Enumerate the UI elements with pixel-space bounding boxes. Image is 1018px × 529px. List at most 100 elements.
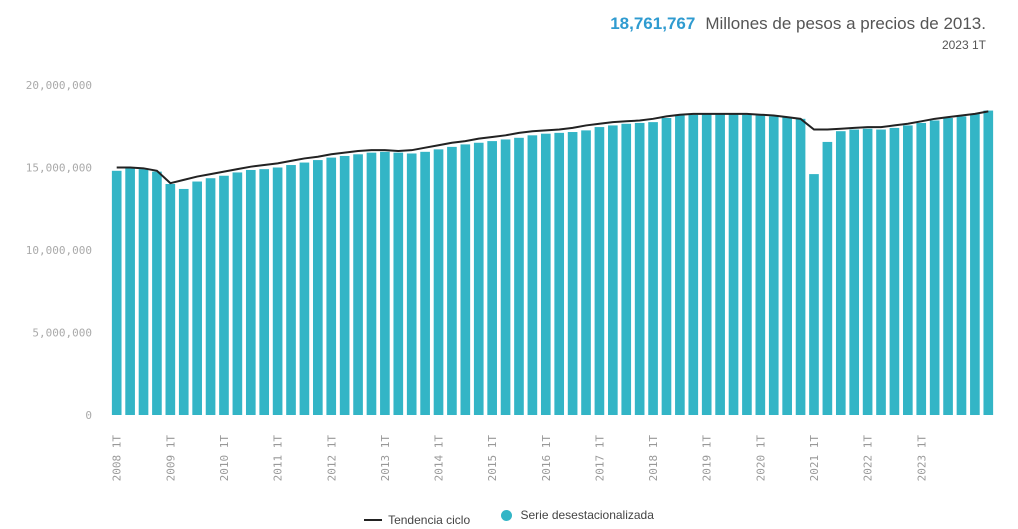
bar[interactable] [634,122,645,415]
bar[interactable] [339,155,350,415]
bar[interactable] [366,152,377,415]
bar[interactable] [138,169,149,415]
bar[interactable] [299,162,310,415]
bar[interactable] [943,118,953,415]
bar[interactable] [715,113,725,416]
bar[interactable] [447,146,457,416]
bars-series [111,110,994,416]
bar[interactable] [970,113,980,416]
bar[interactable] [232,172,243,415]
legend-item-bars[interactable]: Serie desestacionalizada [501,508,654,522]
line-swatch-icon [364,518,383,521]
bar[interactable] [380,151,390,415]
bar[interactable] [782,117,792,416]
bar[interactable] [219,175,229,415]
bar[interactable] [353,154,363,416]
bar[interactable] [245,169,256,415]
y-tick-label: 15,000,000 [26,162,92,175]
bar[interactable] [286,165,296,415]
bar[interactable] [433,149,444,415]
bar[interactable] [487,141,497,415]
bar[interactable] [701,113,712,416]
x-tick-label: 2012 1T [325,435,338,482]
bar[interactable] [540,133,551,415]
x-tick-label: 2009 1T [164,435,177,482]
x-tick-label: 2020 1T [754,435,767,482]
x-tick-label: 2013 1T [379,435,392,482]
bar[interactable] [876,129,886,416]
bar[interactable] [111,170,122,415]
bar[interactable] [956,116,967,415]
bar[interactable] [889,127,900,416]
x-tick-label: 2011 1T [272,435,285,482]
circle-swatch-icon [501,509,513,521]
bar[interactable] [929,120,940,415]
y-tick-label: 0 [85,409,92,422]
bar[interactable] [178,188,189,415]
bar[interactable] [862,128,873,415]
bar[interactable] [688,114,699,415]
bar[interactable] [675,115,685,415]
bar[interactable] [809,174,819,415]
bar[interactable] [795,118,806,415]
bar[interactable] [822,141,833,415]
y-tick-label: 10,000,000 [26,244,92,257]
bar[interactable] [460,144,471,415]
bar[interactable] [742,114,752,415]
y-axis: 0 5,000,000 10,000,000 15,000,000 20,000,000 [26,79,92,422]
headline: 18,761,767 Millones de pesos a precios de… [610,14,986,34]
bar[interactable] [648,122,658,416]
bar[interactable] [393,152,404,415]
x-tick-label: 2016 1T [540,435,553,482]
bar[interactable] [768,116,779,415]
bar[interactable] [205,178,216,415]
bar[interactable] [728,113,739,416]
bar[interactable] [554,132,565,415]
bar[interactable] [420,151,430,415]
x-tick-label: 2023 1T [915,435,928,482]
legend-item-trend[interactable]: Tendencia ciclo [364,513,470,527]
bar[interactable] [567,132,578,415]
bar[interactable] [527,135,538,415]
x-tick-label: 2015 1T [486,435,499,482]
legend-bars-label: Serie desestacionalizada [520,508,654,522]
y-tick-label: 20,000,000 [26,79,92,92]
bar[interactable] [916,122,927,415]
bar[interactable] [326,157,337,415]
bar[interactable] [755,115,766,415]
trend-line [116,110,989,185]
x-tick-label: 2021 1T [808,435,821,482]
bar[interactable] [581,130,591,416]
bar[interactable] [152,171,162,415]
bar[interactable] [473,142,484,415]
bar[interactable] [259,169,270,415]
bar[interactable] [272,167,283,416]
bar[interactable] [192,181,202,415]
x-tick-label: 2017 1T [593,435,606,482]
bar[interactable] [406,153,417,416]
x-axis: 2008 1T 2009 1T 2010 1T 2011 1T 2012 1T 2013 … [111,435,929,482]
x-tick-label: 2019 1T [701,435,714,482]
x-tick-label: 2022 1T [862,435,875,482]
x-tick-label: 2018 1T [647,435,660,482]
legend: Tendencia ciclo Serie desestacionalizada [0,508,1018,527]
bar[interactable] [835,131,846,415]
bar[interactable] [621,123,632,415]
bar[interactable] [125,168,135,415]
bar[interactable] [849,129,860,416]
bar[interactable] [903,125,913,416]
headline-unit: Millones de pesos a precios de 2013. [705,14,986,33]
headline-value: 18,761,767 [610,14,696,33]
bar[interactable] [594,127,605,415]
bar[interactable] [661,118,672,415]
legend-trend-label: Tendencia ciclo [388,512,471,527]
bar[interactable] [313,160,323,415]
bar[interactable] [500,139,511,415]
x-tick-label: 2008 1T [111,435,124,482]
bar[interactable] [983,110,994,415]
bar[interactable] [608,125,618,416]
bar[interactable] [514,137,524,416]
bar[interactable] [165,184,176,415]
headline-period: 2023 1T [941,38,986,52]
bar-chart: 0 5,000,000 10,000,000 15,000,000 20,000,000… [26,79,994,482]
